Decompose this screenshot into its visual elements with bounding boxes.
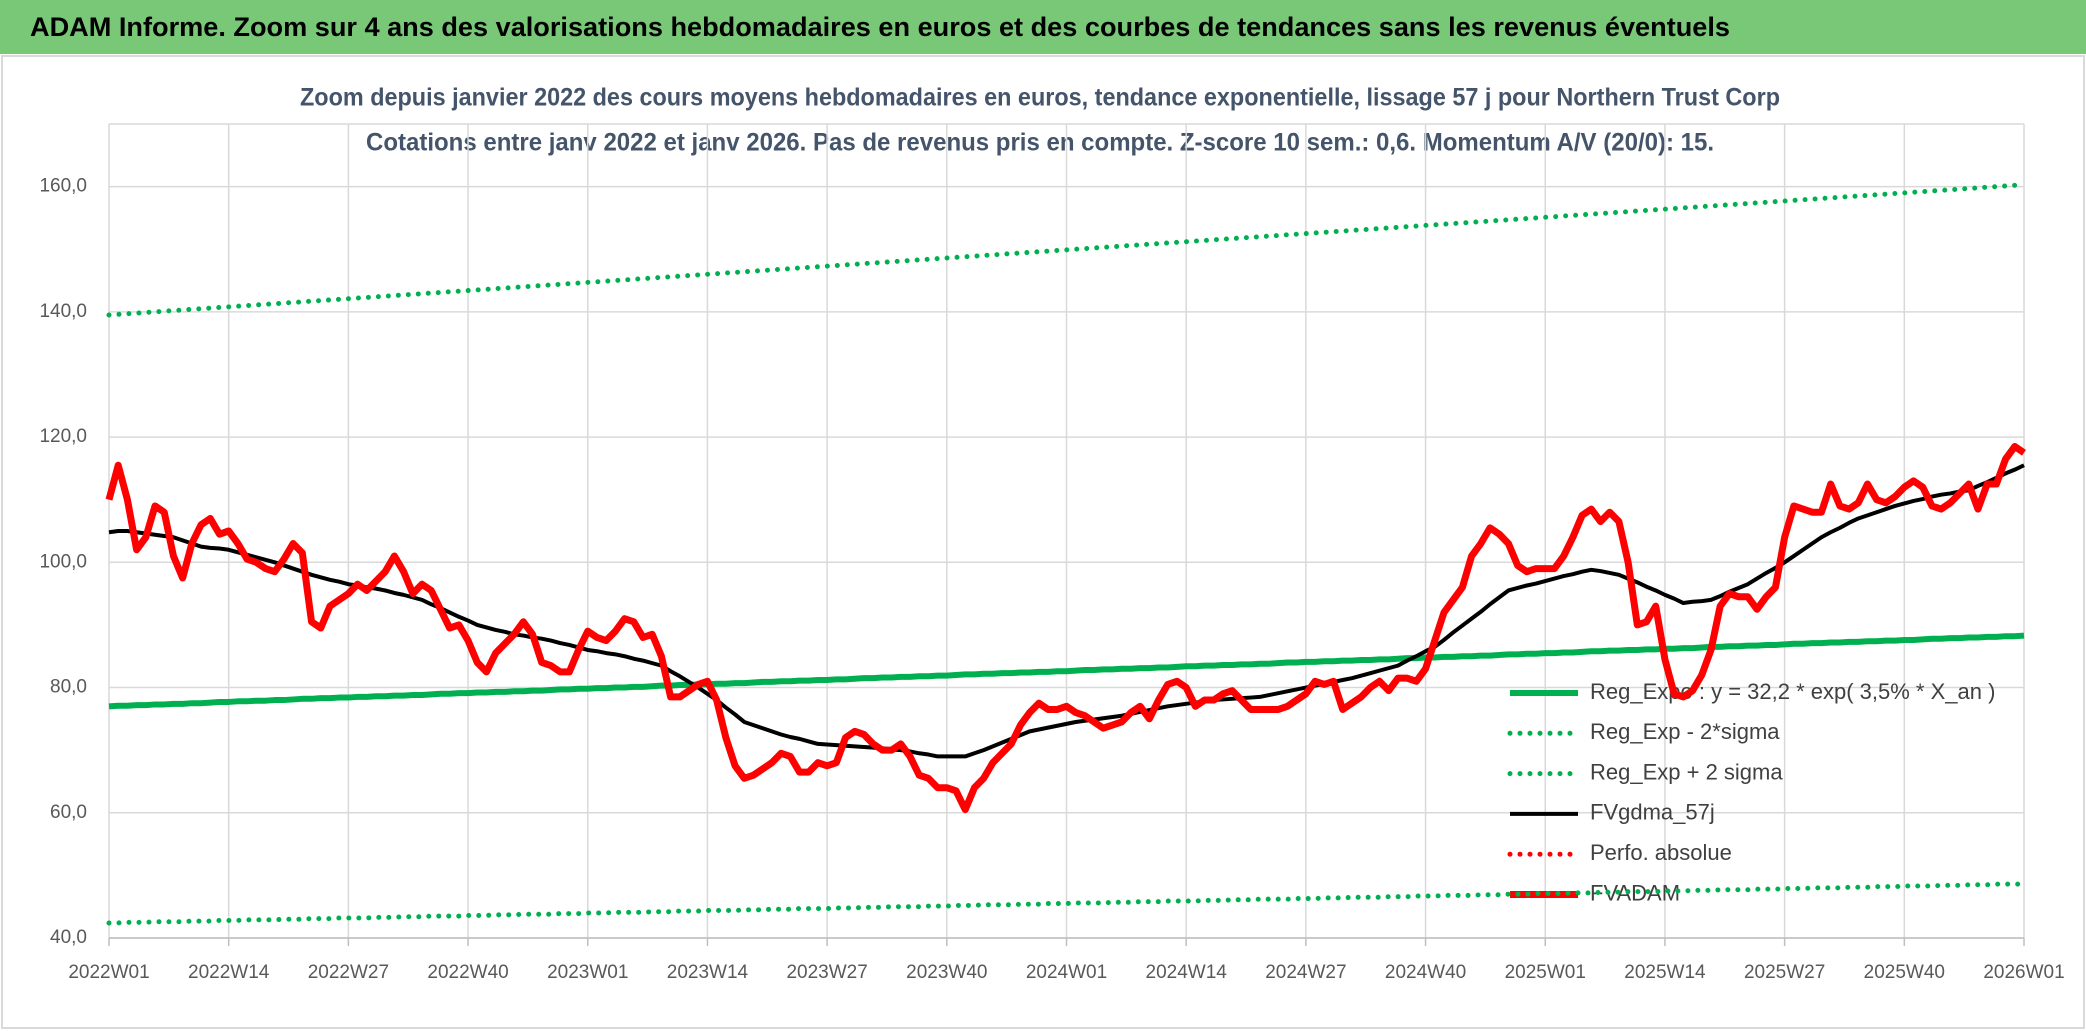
- x-tick-label: 2023W01: [547, 962, 628, 983]
- legend-label: Perfo. absolue: [1590, 840, 1732, 865]
- page-title: ADAM Informe. Zoom sur 4 ans des valoris…: [30, 12, 1730, 42]
- x-tick-label: 2023W40: [906, 962, 987, 983]
- legend-label: FVADAM: [1590, 880, 1680, 905]
- series-line: [106, 182, 2027, 318]
- x-tick-label: 2024W14: [1146, 962, 1228, 983]
- x-tick-label: 2023W27: [786, 962, 867, 983]
- y-tick-label: 100,0: [39, 551, 87, 572]
- x-tick-label: 2022W27: [308, 962, 389, 983]
- x-tick-label: 2024W40: [1385, 962, 1466, 983]
- x-tick-label: 2022W01: [68, 962, 149, 983]
- legend-label: Reg_Expo : y = 32,2 * exp( 3,5% * X_an ): [1590, 679, 1995, 704]
- y-tick-label: 140,0: [39, 301, 87, 322]
- x-tick-label: 2022W40: [427, 962, 508, 983]
- x-tick-label: 2025W27: [1744, 962, 1825, 983]
- chart-subtitle: Zoom depuis janvier 2022 des cours moyen…: [300, 84, 1780, 112]
- y-tick-label: 40,0: [50, 927, 87, 948]
- legend-label: FVgdma_57j: [1590, 800, 1715, 825]
- x-tick-label: 2024W27: [1265, 962, 1346, 983]
- x-tick-label: 2025W40: [1864, 962, 1945, 983]
- chart-subtitle: Cotations entre janv 2022 et janv 2026. …: [366, 129, 1714, 157]
- series-line: [108, 632, 2025, 710]
- legend-label: Reg_Exp - 2*sigma: [1590, 719, 1780, 744]
- x-tick-label: 2024W01: [1026, 962, 1107, 983]
- x-tick-label: 2025W14: [1624, 962, 1706, 983]
- header-bar: [0, 0, 2086, 54]
- y-tick-label: 80,0: [50, 677, 87, 698]
- x-tick-label: 2023W14: [667, 962, 749, 983]
- legend-label: Reg_Exp + 2 sigma: [1590, 759, 1783, 784]
- x-tick-label: 2025W01: [1505, 962, 1586, 983]
- y-tick-label: 160,0: [39, 176, 87, 197]
- y-tick-label: 60,0: [50, 802, 87, 823]
- x-tick-label: 2026W01: [1983, 962, 2064, 983]
- series-line: [106, 881, 2027, 926]
- series-line: [105, 442, 2026, 814]
- series-line: [108, 463, 2025, 759]
- x-tick-label: 2022W14: [188, 962, 270, 983]
- chart-border: [1, 55, 2085, 1029]
- y-tick-label: 120,0: [39, 426, 87, 447]
